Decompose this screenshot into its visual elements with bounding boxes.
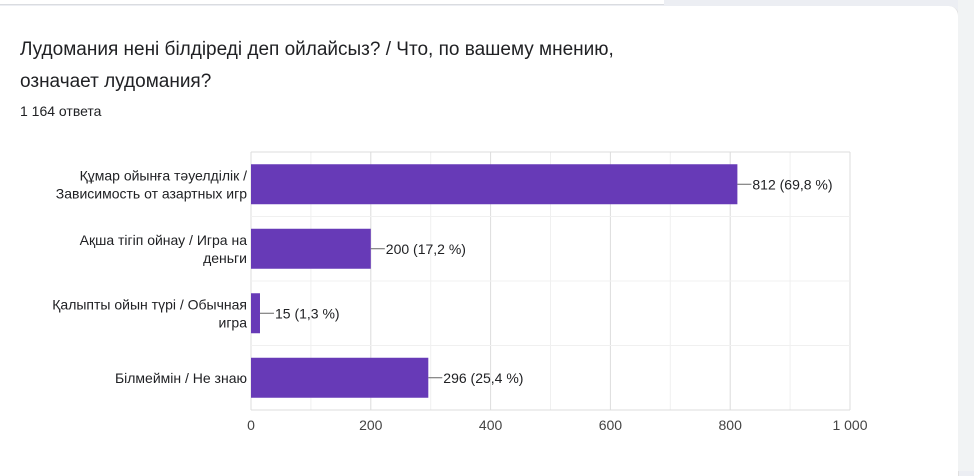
x-tick-label: 0 xyxy=(247,417,255,433)
x-tick-label: 400 xyxy=(479,417,503,433)
data-label: 812 (69,8 %) xyxy=(752,176,832,192)
category-label: Ақша тігіп ойнау / Игра на xyxy=(80,232,248,248)
top-strip xyxy=(0,0,664,5)
data-label: 15 (1,3 %) xyxy=(275,305,340,321)
question-card xyxy=(0,6,959,476)
category-label: Құмар ойынға тәуелділік / xyxy=(80,167,248,183)
question-title: Лудомания нені білдіреді деп ойлайсыз? /… xyxy=(20,39,614,92)
x-tick-label: 1 000 xyxy=(832,417,867,433)
x-tick-label: 600 xyxy=(599,417,623,433)
bar xyxy=(251,293,260,334)
category-label: Зависимость от азартных игр xyxy=(56,185,247,201)
scroll-gutter xyxy=(958,0,974,471)
bar xyxy=(251,228,371,269)
x-tick-label: 800 xyxy=(719,417,743,433)
bar xyxy=(251,357,429,398)
category-label: Қалыпты ойын түрі / Обычная xyxy=(52,296,247,312)
category-label: Білмеймін / Не знаю xyxy=(115,370,247,386)
category-label: деньги xyxy=(203,250,247,266)
data-label: 296 (25,4 %) xyxy=(443,370,523,386)
category-label: игра xyxy=(219,314,248,330)
response-count: 1 164 ответа xyxy=(20,103,102,119)
data-label: 200 (17,2 %) xyxy=(386,241,466,257)
x-tick-label: 200 xyxy=(359,417,383,433)
bar xyxy=(251,164,738,205)
